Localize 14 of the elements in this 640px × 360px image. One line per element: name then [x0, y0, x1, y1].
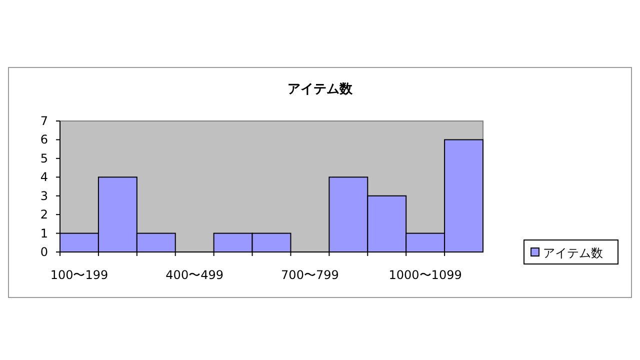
- y-tick-label: 5: [40, 151, 48, 166]
- x-tick-label: 400〜499: [166, 268, 224, 282]
- y-tick-label: 6: [40, 132, 48, 147]
- y-tick-label: 4: [40, 170, 48, 184]
- x-tick-label: 100〜199: [50, 268, 108, 282]
- y-tick-label: 2: [40, 208, 48, 222]
- y-tick-label: 1: [40, 226, 48, 240]
- legend-label: アイテム数: [543, 246, 603, 260]
- y-tick-label: 7: [40, 114, 48, 128]
- y-tick-label: 3: [40, 188, 48, 203]
- chart-title: アイテム数: [288, 82, 354, 97]
- x-tick-label: 1000〜1099: [388, 268, 462, 282]
- y-tick-label: 0: [40, 245, 48, 259]
- x-tick-label: 700〜799: [281, 268, 339, 282]
